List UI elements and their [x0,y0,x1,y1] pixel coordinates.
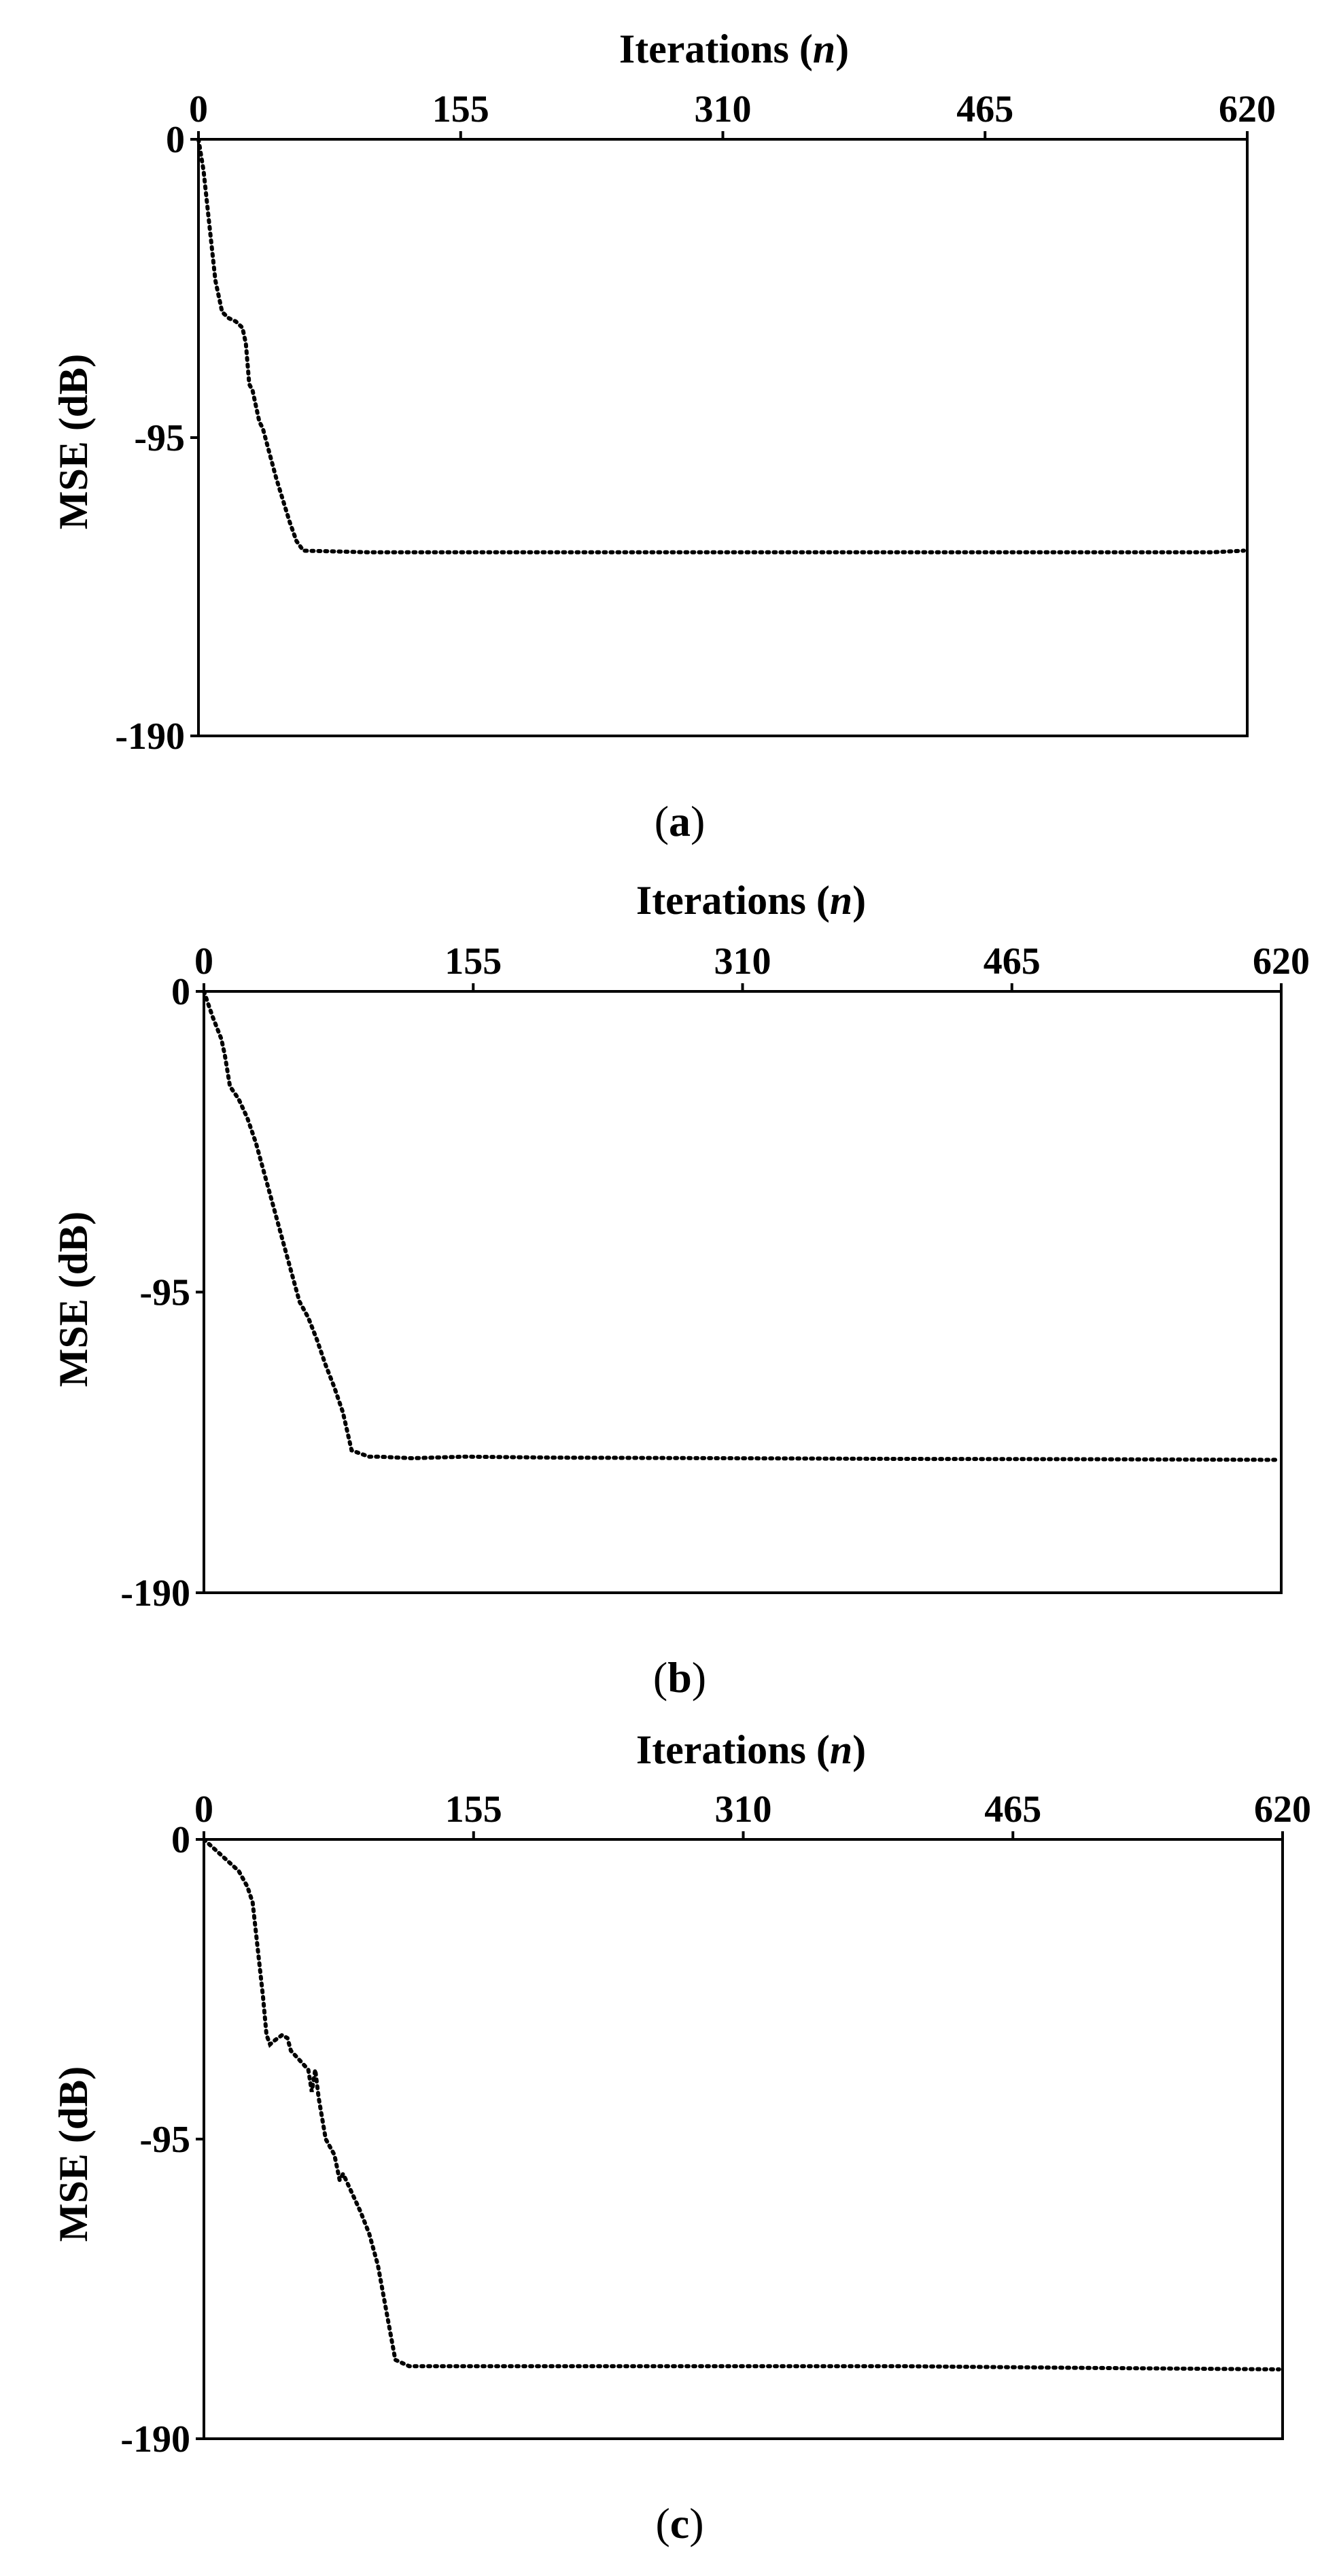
x-tick-label: 155 [445,1788,502,1831]
panel-caption-letter: a [669,797,691,845]
x-tick-label: 620 [1253,940,1310,983]
plot-frame [203,990,1283,1594]
series-line [202,989,1280,1462]
x-tick-label: 0 [189,88,208,130]
panel-caption: (c) [655,2499,703,2547]
chart-panel-b: Iterations (n) MSE (dB) 0 155 310 465 620 0 -9… [51,878,1310,1701]
x-tick-label: 310 [695,88,752,130]
y-tick-label: 0 [171,1819,190,1861]
x-axis-title-text: Iterations [636,1727,806,1772]
x-tick-label: 620 [1254,1788,1311,1831]
panel-caption-letter: b [667,1653,692,1701]
x-axis-variable: n [830,1727,852,1772]
y-axis-title: MSE (dB) [51,2066,96,2242]
chart-panel-c: Iterations (n) MSE (dB) 0 155 310 465 620 0 -9… [51,1727,1311,2547]
x-tick-label: 465 [956,88,1013,130]
data-marks: 0 155 310 465 620 0 -95 -190 [115,88,1276,758]
plot-frame [203,1838,1284,2440]
x-axis-variable: n [830,878,852,923]
y-tick-label: 0 [171,971,190,1013]
x-tick-label: 0 [194,940,213,983]
y-axis-title: MSE (dB) [51,1212,96,1387]
x-tick-label: 0 [194,1788,213,1831]
x-axis-title: Iterations (n) [636,1727,866,1772]
y-axis-title: MSE (dB) [51,354,96,529]
y-tick-label: -190 [115,716,185,758]
series-line [196,137,1246,554]
x-tick-label: 155 [445,940,502,983]
x-axis-title-text: Iterations [636,878,806,923]
y-tick-label: -95 [134,417,185,459]
x-axis-title: Iterations (n) [636,878,866,923]
x-tick-label: 310 [714,940,771,983]
y-tick-label: -190 [120,2418,190,2460]
x-tick-label: 310 [715,1788,772,1831]
x-axis-variable: n [813,27,835,71]
y-tick-label: -95 [139,2119,190,2161]
x-axis-title: Iterations (n) [619,27,849,71]
y-tick-label: 0 [166,119,185,161]
data-marks: 0 155 310 465 620 0 -95 -190 [120,940,1310,1615]
series-line [202,1837,1281,2371]
plot-frame [197,138,1249,737]
x-tick-label: 620 [1219,88,1276,130]
x-tick-label: 465 [984,1788,1041,1831]
y-tick-label: -95 [139,1272,190,1314]
y-tick-label: -190 [120,1572,190,1615]
panel-caption: (a) [655,797,706,845]
x-tick-label: 155 [432,88,489,130]
panel-caption-letter: c [670,2499,689,2547]
panel-caption: (b) [653,1653,706,1701]
x-tick-label: 465 [984,940,1041,983]
chart-panel-a: Iterations (n) MSE (dB) 0 155 310 465 620 0 -9… [51,27,1276,845]
x-axis-title-text: Iterations [619,27,789,71]
data-marks: 0 155 310 465 620 0 -95 -190 [120,1788,1311,2460]
